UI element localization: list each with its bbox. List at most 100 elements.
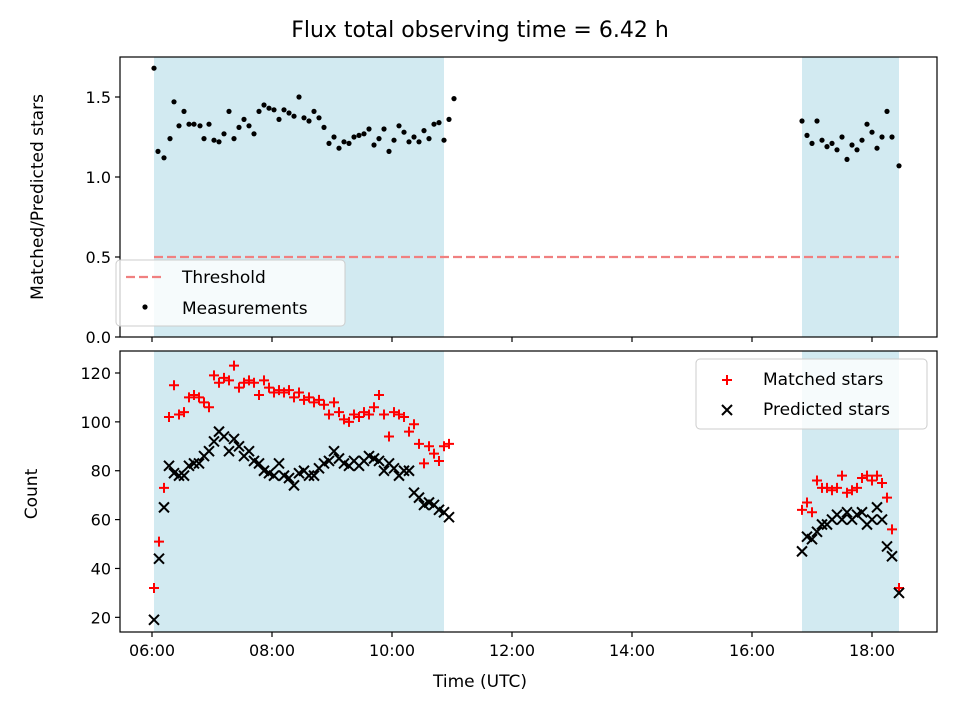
measurement-point [849, 142, 855, 148]
chart-title: Flux total observing time = 6.42 h [291, 18, 669, 43]
measurement-point [161, 155, 167, 161]
measurement-point [236, 124, 242, 130]
measurement-point [351, 134, 357, 140]
matched-star-point [837, 470, 847, 481]
measurement-point [819, 137, 825, 143]
bottom-series-0 [149, 360, 904, 594]
predicted-star-point [806, 533, 818, 545]
matched-star-point [154, 536, 164, 547]
matched-star-point [404, 426, 414, 437]
predicted-star-point [373, 455, 385, 467]
predicted-star-point [283, 472, 295, 484]
measurement-point [421, 128, 427, 134]
y-tick-label: 0.0 [86, 328, 111, 347]
top-panel: 0.0 0.5 1.0 1.5 Threshold Measurements [86, 56, 938, 347]
predicted-star-point [193, 457, 205, 470]
predicted-star-point [836, 513, 848, 526]
measurement-point [231, 136, 237, 142]
predicted-star-point [328, 445, 340, 457]
matched-star-point [379, 409, 389, 420]
matched-star-point [369, 402, 379, 413]
measurement-point [896, 163, 902, 169]
matched-star-point [424, 441, 434, 452]
measurement-point [155, 148, 161, 154]
matched-star-point [324, 409, 334, 420]
measurement-point [201, 136, 207, 142]
y-tick-label: 1.5 [86, 88, 111, 107]
y-tick-label: 0.5 [86, 248, 111, 267]
matched-star-point [409, 419, 419, 430]
matched-star-point [294, 387, 304, 398]
measurement-point [241, 116, 247, 122]
measurement-point [446, 116, 452, 122]
measurement-point [176, 123, 182, 129]
measurement-point [834, 147, 840, 153]
x-tick-label: 08:00 [249, 641, 295, 660]
predicted-star-point [856, 506, 868, 518]
measurement-point [226, 108, 232, 114]
matched-star-point [209, 370, 219, 381]
predicted-star-point [178, 469, 190, 482]
predicted-star-point [218, 430, 230, 443]
matched-star-point [419, 458, 429, 469]
measurement-point [376, 136, 382, 142]
y-tick-label: 80 [91, 462, 111, 481]
measurement-point [306, 118, 312, 124]
matched-star-point [304, 392, 314, 403]
bottom-series-1 [148, 425, 905, 626]
measurement-point [346, 140, 352, 146]
bottom-axes-frame [119, 350, 938, 633]
y-tick-label: 1.0 [86, 168, 111, 187]
measurement-point [326, 140, 332, 146]
measurement-point [311, 108, 317, 114]
measurement-point [426, 136, 432, 142]
measurement-point [441, 137, 447, 143]
predicted-star-point [153, 552, 165, 565]
predicted-star-point [881, 540, 893, 553]
legend-predicted-label: Predicted stars [763, 400, 890, 420]
measurement-point [271, 107, 277, 113]
measurement-point [874, 145, 880, 151]
x-tick-label: 06:00 [129, 641, 175, 660]
measurement-point [381, 126, 387, 132]
measurement-point [171, 99, 177, 105]
measurement-point [261, 102, 267, 108]
predicted-star-point [188, 457, 200, 470]
measurement-point [416, 139, 422, 145]
y-tick-label: 120 [80, 364, 111, 383]
matched-star-point [832, 482, 842, 493]
y-tick-label: 60 [91, 511, 111, 530]
matched-star-point [164, 411, 174, 422]
matched-star-point [159, 482, 169, 493]
measurement-point [151, 65, 157, 71]
measurement-point [431, 121, 437, 127]
predicted-star-point [273, 457, 285, 470]
matched-star-point [204, 402, 214, 413]
predicted-star-point [268, 469, 280, 482]
predicted-star-point [796, 545, 808, 558]
measurement-point [341, 139, 347, 145]
matched-star-point [802, 497, 812, 508]
measurement-point [799, 118, 805, 124]
matched-star-point [199, 397, 209, 408]
x-tick-label: 16:00 [729, 641, 775, 660]
measurement-point [814, 118, 820, 124]
measurement-point [396, 123, 402, 129]
x-tick-label: 14:00 [609, 641, 655, 660]
matched-star-point [194, 392, 204, 403]
measurement-point [167, 136, 173, 142]
predicted-star-point [303, 469, 315, 482]
measurement-point [251, 131, 257, 137]
measurement-point [191, 121, 197, 127]
predicted-star-point [443, 511, 455, 523]
matched-star-point [414, 438, 424, 449]
measurement-point [884, 108, 890, 114]
predicted-star-point [288, 479, 300, 492]
legend-box [115, 259, 346, 327]
matched-star-point [867, 475, 877, 486]
top-legend: Threshold Measurements [115, 259, 346, 327]
measurement-point [839, 134, 845, 140]
measurement-point [889, 134, 895, 140]
matched-star-point [434, 455, 444, 466]
